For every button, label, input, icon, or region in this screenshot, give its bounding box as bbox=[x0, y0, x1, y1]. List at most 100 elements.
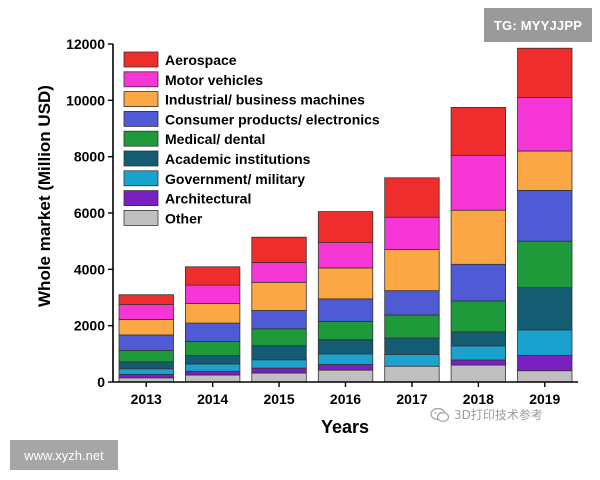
bar-segment-2017-6 bbox=[384, 249, 440, 292]
legend: Aerospace Motor vehicles Industrial/ busin… bbox=[123, 51, 380, 226]
legend-swatch-0 bbox=[123, 51, 159, 68]
bar-segment-2016-4 bbox=[317, 320, 374, 341]
bar-segment-2014-2 bbox=[184, 363, 241, 372]
legend-swatch-6 bbox=[123, 170, 159, 187]
x-tick-label-2019: 2019 bbox=[529, 391, 560, 407]
y-tick-label-2000: 2000 bbox=[74, 318, 105, 334]
bar-segment-2018-2 bbox=[450, 345, 507, 361]
y-tick-label-4000: 4000 bbox=[74, 261, 105, 277]
legend-swatch-1 bbox=[123, 71, 159, 88]
bar-segment-2018-1 bbox=[450, 359, 507, 366]
wechat-icon bbox=[430, 407, 450, 422]
legend-label-8: Other bbox=[165, 210, 203, 226]
bar-segment-2018-5 bbox=[450, 263, 507, 302]
bar-segment-2017-7 bbox=[384, 216, 440, 250]
bar-segment-2016-1 bbox=[317, 364, 374, 371]
legend-swatch-4 bbox=[123, 130, 159, 147]
bars-layer bbox=[118, 47, 573, 383]
bar-segment-2014-3 bbox=[184, 355, 241, 365]
bar-segment-2013-8 bbox=[118, 294, 174, 306]
bar-segment-2015-5 bbox=[251, 310, 307, 330]
bar-segment-2014-1 bbox=[184, 370, 241, 376]
bar-segment-2019-1 bbox=[517, 354, 573, 372]
bar-segment-2018-4 bbox=[450, 300, 507, 333]
bar-segment-2017-5 bbox=[384, 290, 440, 316]
y-tick-label-0: 0 bbox=[97, 374, 105, 390]
bar-segment-2019-4 bbox=[517, 240, 573, 289]
bar-segment-2015-3 bbox=[251, 345, 307, 361]
bar-segment-2013-2 bbox=[118, 368, 174, 375]
watermark-wechat: 3D打印技术参考 bbox=[430, 406, 543, 423]
legend-label-7: Architectural bbox=[165, 191, 251, 207]
legend-label-0: Aerospace bbox=[165, 52, 237, 68]
bar-segment-2017-0 bbox=[384, 365, 440, 383]
bar-segment-2016-5 bbox=[317, 298, 374, 322]
bar-segment-2019-3 bbox=[517, 287, 573, 331]
bar-segment-2018-6 bbox=[450, 209, 507, 265]
bar-segment-2019-6 bbox=[517, 150, 573, 191]
wechat-label: 3D打印技术参考 bbox=[454, 408, 543, 422]
bar-segment-2018-3 bbox=[450, 331, 507, 347]
bar-segment-2015-7 bbox=[251, 262, 307, 283]
bar-segment-2015-0 bbox=[251, 372, 307, 383]
bar-segment-2015-2 bbox=[251, 359, 307, 369]
bar-segment-2016-6 bbox=[317, 267, 374, 300]
bar-segment-2013-4 bbox=[118, 350, 174, 363]
legend-swatch-5 bbox=[123, 150, 159, 167]
bar-segment-2016-3 bbox=[317, 339, 374, 355]
bar-segment-2014-6 bbox=[184, 302, 241, 324]
axes-layer: 0 2000 4000 6000 8000 10000 12000 2013 2014 2015 2… bbox=[66, 36, 578, 407]
bar-segment-2015-6 bbox=[251, 281, 307, 311]
bar-segment-2019-8 bbox=[517, 47, 573, 98]
bar-segment-2019-2 bbox=[517, 329, 573, 356]
x-axis-title: Years bbox=[321, 417, 369, 437]
bar-segment-2013-7 bbox=[118, 304, 174, 320]
bar-segment-2013-1 bbox=[118, 373, 174, 379]
bar-segment-2016-0 bbox=[317, 369, 374, 383]
y-tick-label-8000: 8000 bbox=[74, 149, 105, 165]
x-tick-label-2015: 2015 bbox=[263, 391, 294, 407]
bar-segment-2019-5 bbox=[517, 190, 573, 242]
y-tick-label-10000: 10000 bbox=[66, 92, 105, 108]
legend-swatch-2 bbox=[123, 91, 159, 107]
legend-swatch-3 bbox=[123, 111, 159, 127]
x-tick-label-2016: 2016 bbox=[330, 391, 361, 407]
legend-label-4: Medical/ dental bbox=[165, 131, 265, 147]
bar-segment-2013-6 bbox=[118, 319, 174, 336]
bar-segment-2013-3 bbox=[118, 361, 174, 370]
bar-segment-2014-4 bbox=[184, 340, 241, 356]
legend-swatch-7 bbox=[123, 190, 159, 207]
bar-segment-2014-8 bbox=[184, 266, 241, 286]
y-tick-label-6000: 6000 bbox=[74, 205, 105, 221]
watermark-site: www.xyzh.net bbox=[10, 440, 118, 470]
watermark-tg: TG: MYYJJPP bbox=[484, 8, 592, 42]
bar-segment-2016-7 bbox=[317, 242, 374, 269]
legend-label-3: Consumer products/ electronics bbox=[165, 111, 380, 127]
legend-label-5: Academic institutions bbox=[165, 151, 311, 167]
bar-segment-2019-7 bbox=[517, 97, 573, 152]
bar-segment-2019-0 bbox=[517, 370, 573, 383]
legend-label-6: Government/ military bbox=[165, 171, 305, 187]
bar-segment-2015-1 bbox=[251, 367, 307, 374]
legend-label-1: Motor vehicles bbox=[165, 72, 263, 88]
bar-segment-2015-4 bbox=[251, 328, 307, 347]
bar-segment-2013-5 bbox=[118, 334, 174, 351]
y-axis-title: Whole market (Million USD) bbox=[35, 85, 54, 307]
y-tick-label-12000: 12000 bbox=[66, 36, 105, 52]
bar-segment-2018-0 bbox=[450, 364, 507, 383]
bar-segment-2017-2 bbox=[384, 353, 440, 367]
x-tick-label-2013: 2013 bbox=[131, 391, 162, 407]
bar-segment-2014-7 bbox=[184, 284, 241, 304]
bar-segment-2014-5 bbox=[184, 322, 241, 342]
bar-segment-2017-8 bbox=[384, 177, 440, 218]
legend-label-2: Industrial/ business machines bbox=[165, 92, 365, 108]
x-tick-label-2014: 2014 bbox=[197, 391, 228, 407]
legend-swatch-8 bbox=[123, 209, 159, 226]
bar-segment-2017-4 bbox=[384, 314, 440, 339]
bar-segment-2018-8 bbox=[450, 107, 507, 156]
bar-segment-2016-2 bbox=[317, 353, 374, 365]
bar-segment-2016-8 bbox=[317, 211, 374, 244]
x-tick-label-2017: 2017 bbox=[396, 391, 427, 407]
bar-segment-2018-7 bbox=[450, 154, 507, 211]
